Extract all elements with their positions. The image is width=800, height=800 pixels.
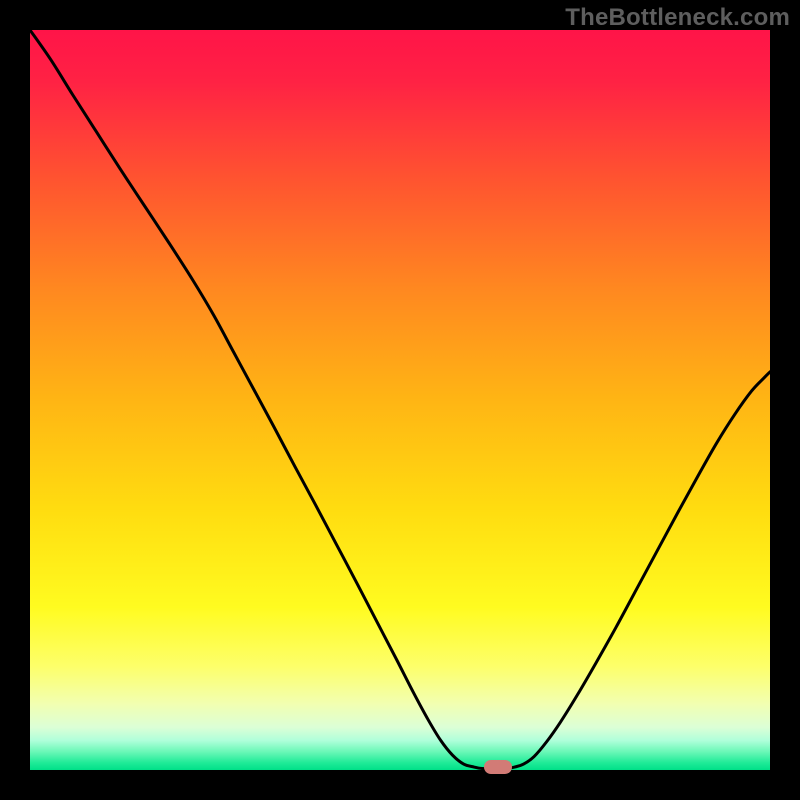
plot-svg <box>30 30 770 770</box>
chart-container: TheBottleneck.com <box>0 0 800 800</box>
watermark-text: TheBottleneck.com <box>565 4 790 32</box>
min-marker <box>484 760 512 774</box>
plot-background <box>30 30 770 770</box>
plot-area <box>30 30 770 770</box>
